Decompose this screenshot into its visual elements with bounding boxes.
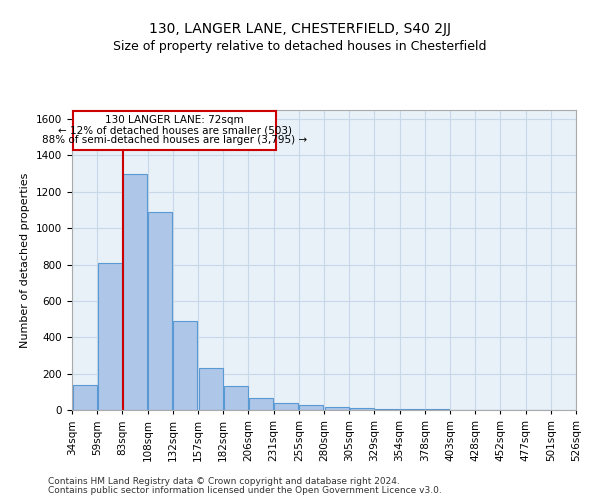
Bar [325, 408, 349, 410]
Text: Size of property relative to detached houses in Chesterfield: Size of property relative to detached ho… [113, 40, 487, 53]
Bar [224, 386, 248, 410]
Bar [199, 368, 223, 410]
Bar [73, 384, 97, 410]
Text: Contains HM Land Registry data © Crown copyright and database right 2024.: Contains HM Land Registry data © Crown c… [48, 477, 400, 486]
Bar [249, 398, 273, 410]
Bar [148, 212, 172, 410]
Bar [123, 174, 147, 410]
Text: 130 LANGER LANE: 72sqm: 130 LANGER LANE: 72sqm [106, 116, 244, 126]
Bar [350, 408, 374, 410]
Text: 88% of semi-detached houses are larger (3,795) →: 88% of semi-detached houses are larger (… [42, 136, 307, 145]
Bar [173, 321, 197, 410]
Bar [98, 262, 122, 410]
Text: ← 12% of detached houses are smaller (503): ← 12% of detached houses are smaller (50… [58, 126, 292, 136]
Bar [400, 409, 424, 410]
Y-axis label: Number of detached properties: Number of detached properties [20, 172, 31, 348]
Text: Contains public sector information licensed under the Open Government Licence v3: Contains public sector information licen… [48, 486, 442, 495]
FancyBboxPatch shape [73, 111, 276, 150]
Bar [299, 406, 323, 410]
Bar [375, 408, 399, 410]
Bar [274, 403, 298, 410]
Text: 130, LANGER LANE, CHESTERFIELD, S40 2JJ: 130, LANGER LANE, CHESTERFIELD, S40 2JJ [149, 22, 451, 36]
